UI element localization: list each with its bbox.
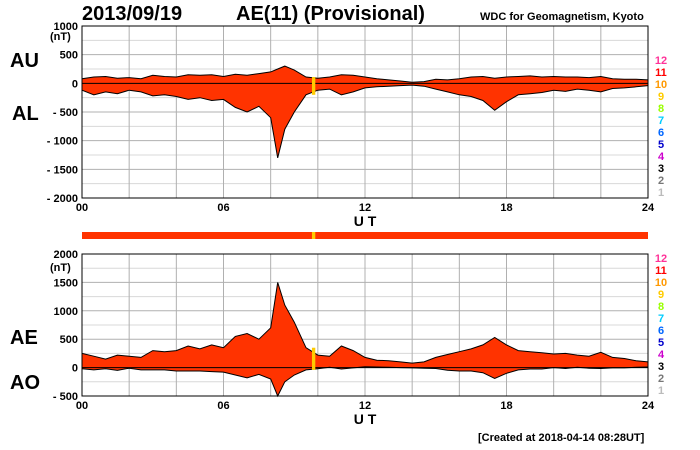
legend-item: 4 <box>657 349 665 361</box>
panel-1-ytick-label: - 1000 <box>47 136 78 148</box>
panel-1-gap-marker <box>311 77 316 95</box>
panel-2-ytick-label: 500 <box>60 334 78 346</box>
legend-item: 12 <box>654 253 668 265</box>
legend-item: 5 <box>657 139 665 151</box>
legend-item: 7 <box>657 115 665 127</box>
legend-item: 8 <box>657 301 665 313</box>
panel-2-ytick-label: - 500 <box>53 391 78 403</box>
al-label: AL <box>12 103 39 125</box>
panel-1-ytick-label: - 500 <box>53 107 78 119</box>
panel-1-ytick-label: - 1500 <box>47 164 78 176</box>
panel-2-ytick-label: 1500 <box>54 277 78 289</box>
data-source: WDC for Geomagnetism, Kyoto <box>480 11 644 23</box>
panel-2-ytick-label: 1000 <box>54 306 78 318</box>
panel-2-xtick-label: 06 <box>217 400 229 412</box>
panel-1-ytick-label: - 2000 <box>47 193 78 205</box>
chart-date: 2013/09/19 <box>82 3 183 25</box>
legend-item: 3 <box>657 163 665 175</box>
panel-1-area-fill <box>82 66 648 158</box>
created-stamp: [Created at 2018-04-14 08:28UT] <box>478 432 645 444</box>
au-label: AU <box>10 50 39 72</box>
legend-item: 10 <box>654 79 668 91</box>
legend-item: 6 <box>657 127 665 139</box>
panel-2-gap-marker <box>311 347 316 370</box>
panel-2-ytick-label: 0 <box>72 363 78 375</box>
panel-2-xtick-label: 18 <box>500 400 512 412</box>
data-coverage-bar <box>82 232 648 239</box>
panel-1-frame <box>81 25 649 199</box>
panel-2-xtick-label: 12 <box>359 400 371 412</box>
legend-item: 9 <box>657 289 665 301</box>
legend-item: 10 <box>654 277 668 289</box>
panel-1-xtick-label: 12 <box>359 202 371 214</box>
ao-label: AO <box>10 372 40 394</box>
ae-label: AE <box>10 327 38 349</box>
unit-label-bottom: (nT) <box>50 262 71 274</box>
chart-title: AE(11) (Provisional) <box>236 3 425 25</box>
legend-item: 11 <box>655 265 667 277</box>
legend-item: 4 <box>657 151 665 163</box>
legend-item: 11 <box>655 67 667 79</box>
panel-2-xlabel: U T <box>354 411 377 427</box>
panel-1-xtick-label: 00 <box>76 202 88 214</box>
panel-2-series-ae <box>81 282 649 364</box>
panel-2-xtick-label: 00 <box>76 400 88 412</box>
legend-item: 3 <box>657 361 665 373</box>
legend-item: 9 <box>657 91 665 103</box>
legend-item: 1 <box>657 187 665 199</box>
legend-item: 8 <box>657 103 665 115</box>
legend-item: 7 <box>657 313 665 325</box>
legend-item: 5 <box>657 337 665 349</box>
panel-1-series-al <box>81 84 649 159</box>
panel-1-ytick-label: 500 <box>60 50 78 62</box>
panel-1-ytick-label: 0 <box>72 78 78 90</box>
panel-1-xtick-label: 06 <box>217 202 229 214</box>
panel-1-ytick-label: 1000 <box>54 21 78 33</box>
data-gap-marker <box>311 232 316 239</box>
panel-1-xtick-label: 24 <box>642 202 655 214</box>
panel-1-xlabel: U T <box>354 213 377 229</box>
legend-item: 2 <box>657 175 665 187</box>
panel-1-series-au <box>81 65 649 83</box>
legend-item: 2 <box>657 373 665 385</box>
panel-2-frame <box>81 253 649 397</box>
legend-item: 6 <box>657 325 665 337</box>
panel-1-xtick-label: 18 <box>500 202 512 214</box>
legend-item: 1 <box>657 385 665 397</box>
unit-label-top: (nT) <box>50 31 71 43</box>
panel-2-xtick-label: 24 <box>642 400 655 412</box>
panel-2-ytick-label: 2000 <box>54 249 78 261</box>
legend-item: 12 <box>654 55 668 67</box>
